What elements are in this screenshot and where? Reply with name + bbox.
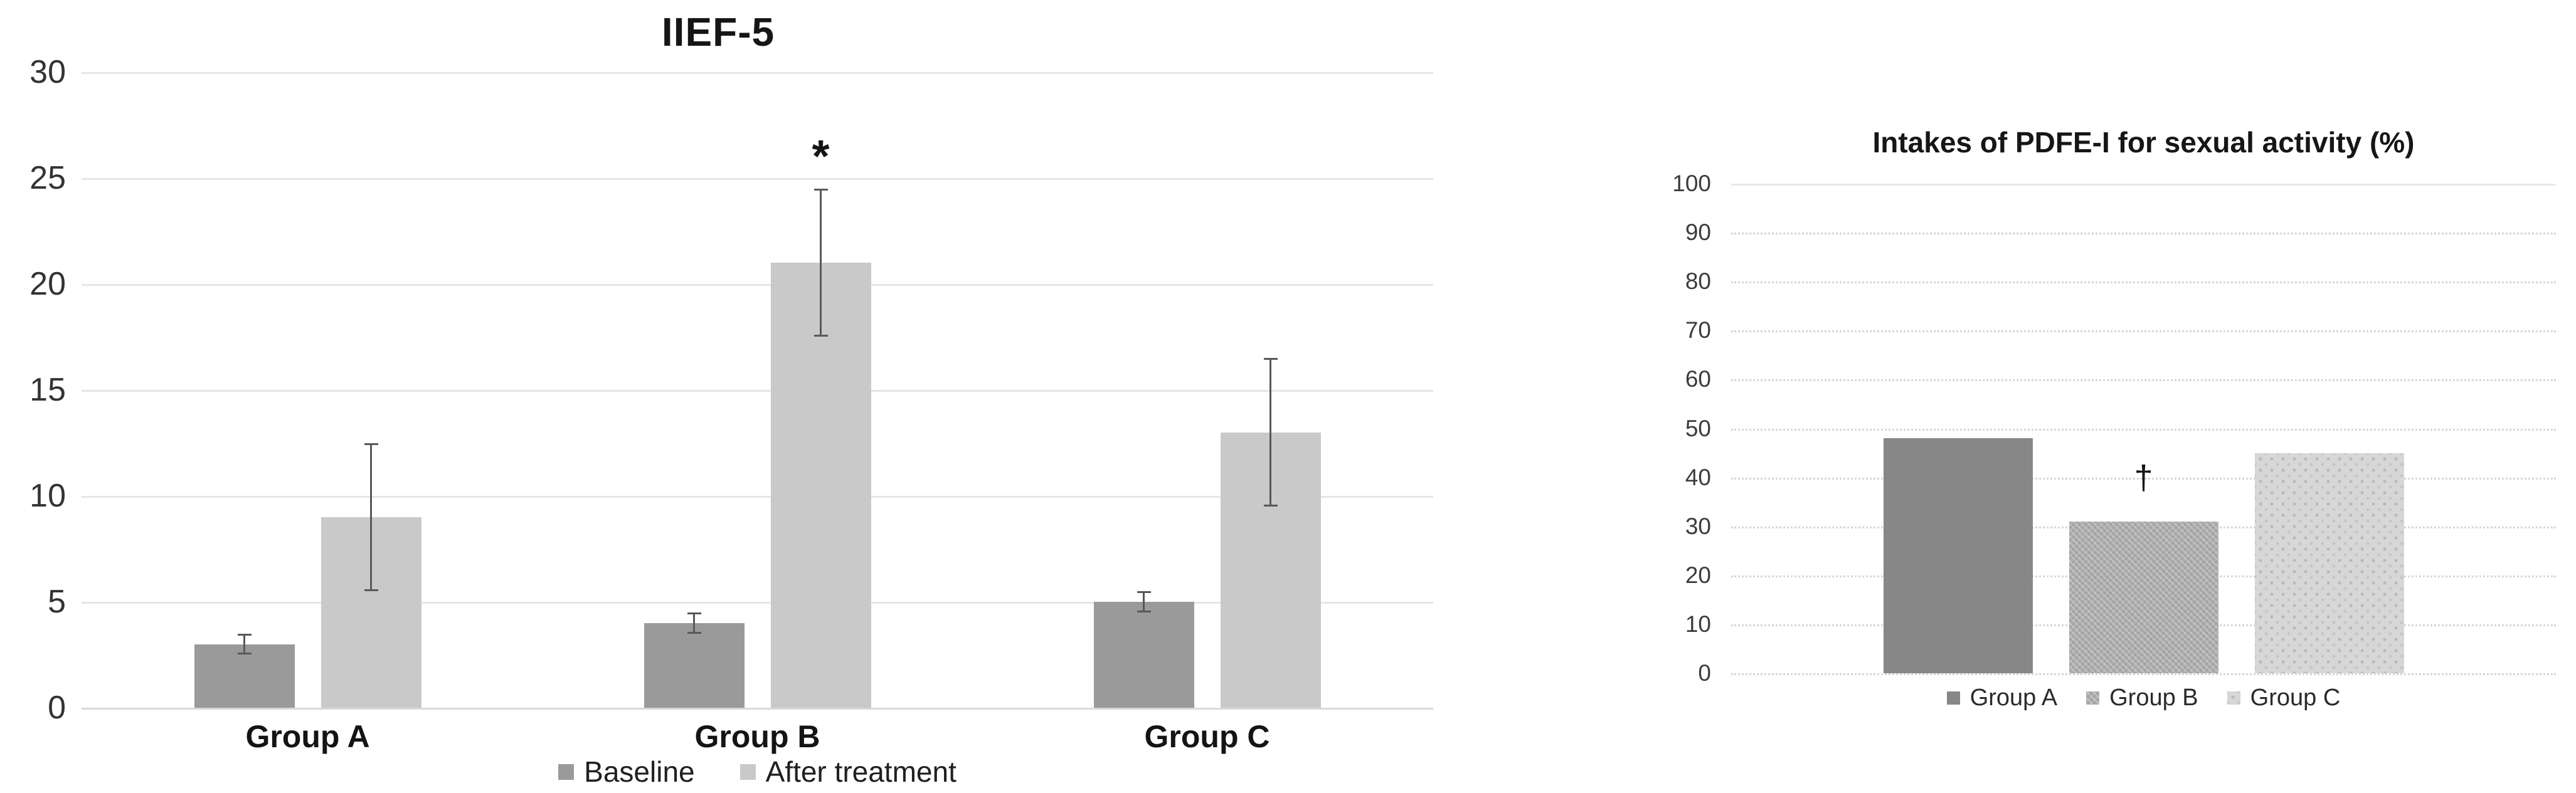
error-bar [237,633,252,655]
y-tick-label: 20 [1685,562,1711,588]
error-bar-cap-top [364,443,378,445]
bar [2069,521,2218,673]
error-bar-cap-top [237,633,252,636]
bar [1883,438,2033,673]
legend-label-group-c: Group C [2250,685,2341,711]
error-bar-cap-top [687,612,701,614]
category-label: Group A [245,719,370,754]
gridline [82,72,1433,74]
pdfei-plot-area: † [1731,184,2556,675]
legend-label-after-treatment: After treatment [765,755,957,788]
legend-label-group-b: Group B [2109,685,2198,711]
gridline [1731,379,2556,382]
gridline [82,178,1433,180]
iief5-chart-title: IIEF-5 [661,9,775,55]
error-bar-line [693,612,695,634]
y-tick-label: 15 [29,372,66,408]
error-bar-line [370,443,372,592]
error-bar-cap-bottom [687,631,701,634]
y-tick-label: 100 [1672,171,1711,196]
gridline [82,602,1433,604]
baseline-swatch-icon [558,764,575,780]
y-tick-label: 70 [1685,317,1711,344]
iief5-legend: Baseline After treatment [82,755,1433,789]
iief5-plot-area: * [82,72,1433,710]
error-bar-line [820,188,822,337]
legend-item-group-a: Group A [1946,685,2058,712]
gridline [1731,673,2556,675]
gridline [1731,281,2556,284]
significance-annotation: * [812,132,830,182]
group-c-swatch-icon [2227,691,2240,705]
iief5-x-axis-labels: Group A Group B Group C [82,718,1433,755]
error-bar [687,612,701,634]
gridline [1731,233,2556,235]
pdfei-chart-title: Intakes of PDFE-I for sexual activity (%… [1872,126,2415,159]
bar [194,644,295,708]
bar [644,622,745,708]
iief5-y-axis-ticks: 0 5 10 15 20 25 30 [0,54,66,726]
gridline [1731,428,2556,431]
y-tick-label: 5 [48,584,66,620]
gridline [1731,330,2556,333]
y-tick-label: 30 [29,54,66,90]
legend-label-baseline: Baseline [584,755,695,788]
y-tick-label: 60 [1685,366,1711,392]
pdfei-legend: Group A Group B Group C [1731,685,2556,712]
gridline [82,708,1433,710]
error-bar-cap-top [814,188,828,191]
bar [2254,453,2404,673]
bar [770,263,871,708]
error-bar [1137,591,1151,612]
pdfei-y-axis-ticks: 0 10 20 30 40 50 60 70 80 90 100 [1637,171,1711,686]
error-bar-cap-top [1263,358,1278,360]
y-tick-label: 0 [48,690,66,726]
error-bar-cap-bottom [364,589,378,592]
legend-item-after-treatment: After treatment [739,755,957,789]
error-bar-line [243,633,245,655]
error-bar-cap-bottom [237,653,252,655]
group-a-swatch-icon [1946,691,1960,705]
error-bar [1263,358,1278,507]
y-tick-label: 50 [1685,415,1711,441]
after-treatment-swatch-icon [739,764,756,780]
error-bar-line [1269,358,1271,507]
y-tick-label: 20 [29,266,66,302]
y-tick-label: 10 [1685,611,1711,637]
legend-label-group-a: Group A [1969,685,2058,711]
legend-item-baseline: Baseline [558,755,695,789]
group-b-swatch-icon [2086,691,2100,705]
y-tick-label: 40 [1685,464,1711,490]
bar [1093,602,1194,708]
y-tick-label: 25 [29,160,66,196]
error-bar [364,443,378,592]
error-bar-cap-bottom [814,335,828,337]
error-bar-line [1143,591,1145,612]
error-bar [814,188,828,337]
gridline [1731,477,2556,480]
legend-item-group-c: Group C [2227,685,2341,712]
gridline [82,390,1433,392]
gridline [1731,184,2556,186]
error-bar-cap-bottom [1137,610,1151,612]
y-tick-label: 80 [1685,268,1711,295]
category-label: Group C [1144,719,1270,754]
gridline [82,496,1433,498]
gridline [82,284,1433,286]
y-tick-label: 10 [29,478,66,514]
y-tick-label: 0 [1698,660,1711,686]
legend-item-group-b: Group B [2086,685,2198,712]
category-label: Group B [694,719,820,754]
error-bar-cap-bottom [1263,504,1278,507]
error-bar-cap-top [1137,591,1151,594]
y-tick-label: 90 [1685,219,1711,246]
significance-annotation: † [2134,458,2153,496]
y-tick-label: 30 [1685,513,1711,539]
